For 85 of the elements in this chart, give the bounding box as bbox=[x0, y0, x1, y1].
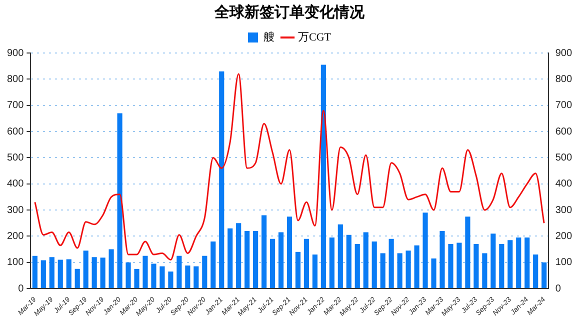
y-tick-label: 600 bbox=[6, 126, 24, 138]
bar bbox=[236, 223, 242, 288]
bar bbox=[286, 216, 292, 288]
bar bbox=[320, 64, 326, 288]
bar bbox=[304, 238, 310, 288]
y-tick-label: 800 bbox=[6, 74, 24, 85]
bar bbox=[117, 113, 122, 288]
bar bbox=[490, 234, 496, 288]
line-series bbox=[34, 73, 545, 261]
bar bbox=[524, 238, 530, 288]
bar bbox=[482, 253, 488, 288]
bar bbox=[194, 266, 199, 288]
y2-tick-label: 600 bbox=[555, 126, 572, 138]
bar bbox=[354, 244, 360, 288]
y-tick-label: 100 bbox=[6, 257, 24, 268]
y-tick-label: 300 bbox=[6, 204, 24, 216]
bar bbox=[499, 244, 504, 288]
bar bbox=[380, 253, 386, 288]
bar bbox=[422, 212, 428, 288]
bar bbox=[363, 232, 368, 288]
y2-tick-label: 0 bbox=[555, 283, 562, 294]
bar bbox=[414, 245, 420, 288]
bar bbox=[219, 71, 224, 288]
bar bbox=[465, 216, 470, 288]
bar bbox=[542, 262, 547, 288]
bar bbox=[533, 254, 538, 288]
y-tick-label: 200 bbox=[6, 230, 24, 242]
bar bbox=[338, 224, 343, 288]
bar bbox=[176, 256, 182, 288]
bar bbox=[202, 256, 208, 288]
bar bbox=[185, 266, 190, 288]
bar bbox=[66, 259, 72, 288]
bar bbox=[58, 260, 63, 288]
y2-tick-label: 900 bbox=[555, 48, 572, 59]
bar bbox=[295, 252, 301, 288]
bar bbox=[108, 249, 114, 288]
bar bbox=[270, 238, 276, 288]
y2-tick-label: 100 bbox=[555, 257, 572, 268]
bar bbox=[516, 238, 522, 288]
bar bbox=[508, 240, 513, 288]
y2-tick-label: 700 bbox=[555, 100, 572, 112]
y2-tick-label: 800 bbox=[555, 74, 572, 85]
bar bbox=[278, 232, 284, 288]
bar bbox=[210, 241, 216, 288]
chart-title: 全球新签订单变化情况 bbox=[214, 2, 366, 21]
y2-tick-label: 400 bbox=[555, 178, 572, 190]
bar bbox=[346, 234, 352, 288]
bar bbox=[100, 258, 106, 288]
bar bbox=[142, 256, 148, 288]
legend-label: 万CGT bbox=[298, 31, 332, 44]
bar bbox=[397, 253, 402, 288]
y-tick-label: 500 bbox=[6, 152, 24, 164]
bar bbox=[151, 264, 156, 288]
bar bbox=[228, 228, 233, 288]
y2-tick-label: 300 bbox=[555, 204, 572, 216]
bar bbox=[160, 266, 165, 288]
bar bbox=[440, 230, 445, 288]
y-tick-label: 900 bbox=[6, 48, 24, 59]
y2-tick-label: 500 bbox=[555, 152, 572, 164]
bar bbox=[126, 262, 131, 288]
bar bbox=[312, 254, 318, 288]
bar bbox=[456, 242, 462, 288]
bar bbox=[74, 268, 80, 288]
bar bbox=[261, 215, 267, 288]
bar bbox=[32, 256, 38, 288]
bar bbox=[83, 250, 88, 288]
y-tick-label: 700 bbox=[6, 100, 24, 112]
legend-label: 艘 bbox=[264, 31, 274, 44]
bar bbox=[40, 260, 46, 288]
bar bbox=[431, 258, 436, 288]
bar bbox=[253, 230, 258, 288]
bar bbox=[474, 244, 479, 288]
bar bbox=[372, 241, 377, 288]
bar bbox=[92, 257, 97, 288]
bar bbox=[49, 257, 54, 288]
bar bbox=[329, 238, 334, 288]
bar bbox=[244, 230, 250, 288]
y-tick-label: 400 bbox=[6, 178, 24, 190]
y2-tick-label: 200 bbox=[555, 230, 572, 242]
bar bbox=[406, 250, 411, 288]
bar bbox=[134, 268, 140, 288]
bar bbox=[448, 244, 454, 288]
bar bbox=[168, 272, 174, 288]
bar bbox=[388, 238, 394, 288]
y-tick-label: 0 bbox=[18, 283, 24, 294]
